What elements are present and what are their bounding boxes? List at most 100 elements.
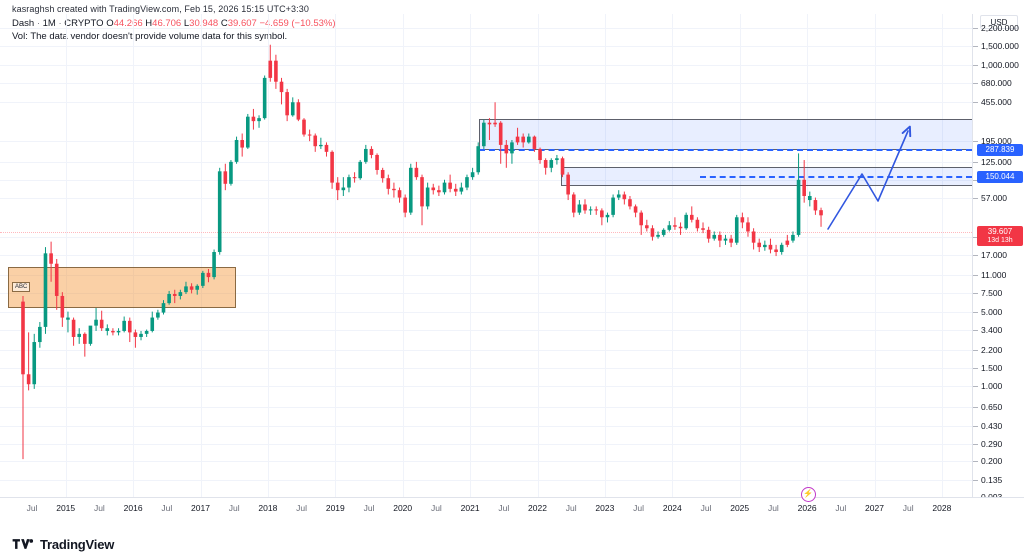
gridline-horizontal [0, 255, 972, 256]
price-tick-label: 1.500 [981, 363, 1003, 373]
candle-body [116, 330, 121, 333]
candle-body [785, 240, 790, 245]
candle-body [122, 320, 126, 331]
candle-body [504, 144, 509, 154]
candle-body [431, 187, 436, 191]
candle-body [99, 319, 104, 329]
gridline-horizontal [0, 46, 972, 47]
candle-body [482, 122, 486, 147]
candle-body [527, 136, 531, 143]
chart-pane[interactable]: ABC [0, 14, 972, 497]
candle-body [251, 116, 256, 122]
candle-body [571, 194, 576, 213]
legend-low-key: L [183, 18, 190, 29]
price-tick-dash [973, 65, 978, 66]
price-tick-label: 1,000.000 [981, 60, 1019, 70]
candle-body [358, 161, 362, 179]
candle-body [49, 253, 53, 264]
resistance-line-upper[interactable] [479, 149, 972, 151]
candle-body [246, 116, 250, 148]
candle-body [161, 303, 166, 313]
last-price-tag[interactable]: 39.607 13d 13h [977, 226, 1023, 246]
price-tick-label: 125.000 [981, 157, 1012, 167]
price-tick-dash [973, 141, 978, 142]
candle-body [217, 171, 222, 253]
candle-body [201, 272, 205, 286]
candle-body [66, 317, 70, 320]
legend-exchange: CRYPTO [64, 18, 104, 29]
price-tick-dash [973, 426, 978, 427]
legend-low-value: 30.948 [189, 18, 219, 29]
gridline-horizontal [0, 237, 972, 238]
time-tick-major: 2027 [865, 503, 884, 513]
candle-body [127, 320, 132, 333]
gridline-vertical [875, 14, 876, 497]
candle-body [94, 319, 98, 326]
candle-body [718, 234, 722, 241]
legend-high-key: H [145, 18, 153, 29]
bolt-event-marker-icon[interactable]: ⚡ [800, 487, 816, 502]
price-axis[interactable]: USD 2,200.000 1,500.000 1,000.000 680.000 45… [972, 14, 1024, 502]
time-tick-minor: Jul [700, 503, 712, 513]
time-tick-minor: Jul [363, 503, 375, 513]
gridline-vertical [942, 14, 943, 497]
legend-symbol[interactable]: Dash [12, 18, 35, 29]
candle-body [802, 179, 806, 197]
time-tick-minor: Jul [296, 503, 308, 513]
candle-body [60, 295, 65, 318]
candle-body [515, 136, 520, 143]
candle-body [498, 122, 503, 145]
gridline-horizontal [0, 368, 972, 369]
currency-badge[interactable]: USD [980, 15, 1018, 29]
tradingview-branding: TradingView [12, 534, 114, 554]
candle-body [628, 199, 632, 207]
gridline-horizontal [0, 141, 972, 142]
gridline-horizontal [0, 330, 972, 331]
candle-body [577, 204, 582, 213]
candle-body [403, 197, 407, 213]
price-tick-label: 57.000 [981, 193, 1007, 203]
candle-body [437, 190, 441, 193]
price-tick-dash [973, 480, 978, 481]
candle-body [178, 292, 183, 296]
candle-body [510, 142, 514, 154]
candle-body [71, 319, 76, 337]
volume-note: Vol: The data vendor doesn't provide vol… [12, 31, 288, 42]
tradingview-logo-icon [12, 539, 34, 549]
candle-body [819, 210, 823, 216]
candle-body [88, 325, 93, 344]
candle-body [144, 330, 149, 334]
candle-body [600, 210, 604, 218]
support-zone-label: ABC [12, 282, 31, 292]
price-tick-label: 0.135 [981, 475, 1003, 485]
candle-body [364, 148, 368, 162]
candle-body [307, 134, 312, 136]
price-tick-label: 455.000 [981, 97, 1012, 107]
candle-body [195, 285, 200, 290]
candle-body [189, 286, 194, 290]
candle-body [583, 204, 587, 211]
resistance-price-tag-lower[interactable]: 150.044 [977, 171, 1023, 183]
candle-body [223, 171, 228, 184]
candle-body [611, 197, 615, 215]
price-tick-dash [973, 275, 978, 276]
candle-body [139, 333, 143, 337]
gridline-vertical [66, 14, 67, 497]
candlestick-series[interactable] [0, 14, 972, 497]
candle-body [779, 244, 784, 253]
time-axis[interactable]: Jul 2015 Jul 2016 Jul 2017 Jul 2018 Jul 2019 Jul 20… [0, 487, 1024, 522]
legend-interval[interactable]: 1M [42, 18, 56, 29]
candle-body [757, 242, 762, 248]
candle-body [26, 374, 31, 385]
candle-body [673, 225, 677, 227]
time-tick-minor: Jul [430, 503, 442, 513]
candle-body [156, 312, 160, 318]
candle-body [268, 60, 273, 78]
candle-body [555, 158, 559, 161]
price-tick-label: 0.430 [981, 421, 1003, 431]
gridline-vertical [605, 14, 606, 497]
candle-body [763, 244, 767, 248]
legend-open-key: O [106, 18, 114, 29]
candle-body [234, 139, 239, 162]
resistance-price-tag-upper[interactable]: 287.839 [977, 144, 1023, 156]
